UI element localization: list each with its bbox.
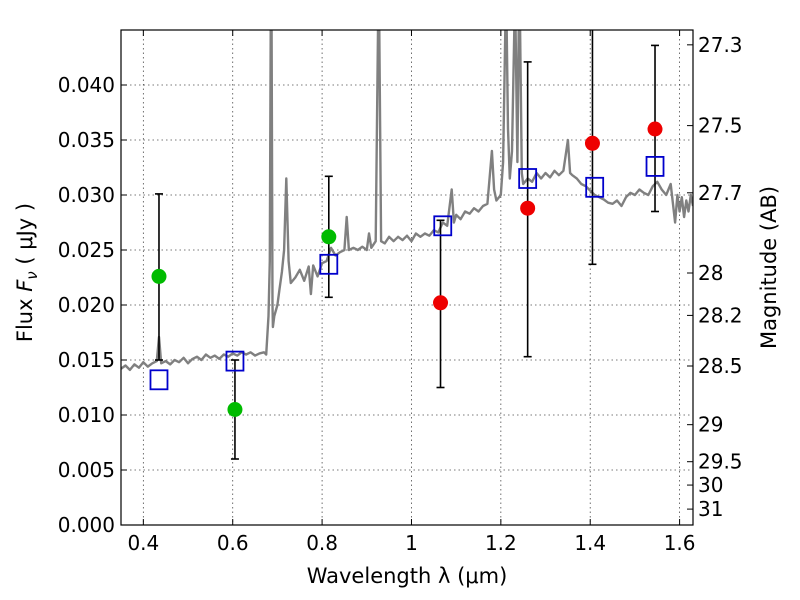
data-point-circle: [584, 135, 600, 151]
data-point-circle: [520, 200, 536, 216]
x-tick-label: 0.6: [217, 531, 249, 555]
model-point-square: [225, 350, 245, 372]
y-tick-label: 0.035: [58, 128, 115, 152]
y2-tick-label: 30: [698, 473, 723, 497]
y-tick-label: 0.010: [58, 403, 115, 427]
model-point-square: [518, 168, 538, 189]
model-point-square: [645, 155, 665, 177]
y-tick-label: 0.025: [58, 238, 115, 262]
x-tick-label: 1.2: [485, 531, 517, 555]
ticks: 0.4 0.6 0.8 1 1.2 1.4 1.6 0.000 0.005 0.010 0.015 0…: [58, 30, 743, 555]
y-tick-label: 0.030: [58, 183, 115, 207]
y2-axis-label: Magnitude (AB): [757, 186, 781, 349]
y-axis-label-subscript: ν: [23, 271, 41, 279]
data-point-circle: [647, 121, 663, 137]
y2-tick-label: 28: [698, 261, 723, 285]
y2-tick-label: 27.7: [698, 181, 743, 205]
x-tick-label: 1.4: [574, 531, 606, 555]
y-axis-label-prefix: Flux: [13, 292, 37, 342]
x-tick-label: 0.4: [127, 531, 159, 555]
error-bars: [154, 30, 660, 460]
axes: [120, 29, 694, 526]
x-tick-label: 1: [405, 531, 418, 555]
x-tick-label: 0.8: [306, 531, 338, 555]
y-tick-label: 0.015: [58, 348, 115, 372]
grid: [121, 30, 693, 525]
y2-tick-label: 28.2: [698, 303, 743, 327]
y-axis-label: Flux Fν ( μJy ): [13, 203, 41, 342]
spectrum-line: [121, 30, 693, 372]
y-tick-label: 0.000: [58, 513, 115, 537]
y-axis-label-symbol: F: [13, 279, 37, 292]
y-tick-label: 0.020: [58, 293, 115, 317]
y2-tick-label: 27.3: [698, 33, 743, 57]
y2-tick-label: 31: [698, 497, 723, 521]
model-point-square: [149, 369, 169, 391]
model-point-square: [585, 176, 605, 198]
model-point-square: [433, 215, 453, 237]
model-point-square: [319, 253, 339, 275]
plot-series: [121, 30, 693, 460]
y2-tick-label: 27.5: [698, 114, 743, 138]
y2-tick-label: 28.5: [698, 354, 743, 378]
x-axis-label: Wavelength λ (μm): [307, 564, 508, 588]
y-tick-label: 0.040: [58, 73, 115, 97]
x-tick-label: 1.6: [664, 531, 696, 555]
plot-frame: [120, 29, 694, 526]
y2-tick-label: 29.5: [698, 450, 743, 474]
data-point-circle: [151, 268, 167, 284]
data-point-circle: [227, 402, 243, 417]
data-point-circle: [321, 229, 337, 245]
y-tick-label: 0.005: [58, 458, 115, 482]
data-point-circle: [433, 295, 449, 311]
y-axis-label-suffix: ( μJy ): [13, 203, 37, 271]
y2-tick-label: 29: [698, 413, 723, 437]
